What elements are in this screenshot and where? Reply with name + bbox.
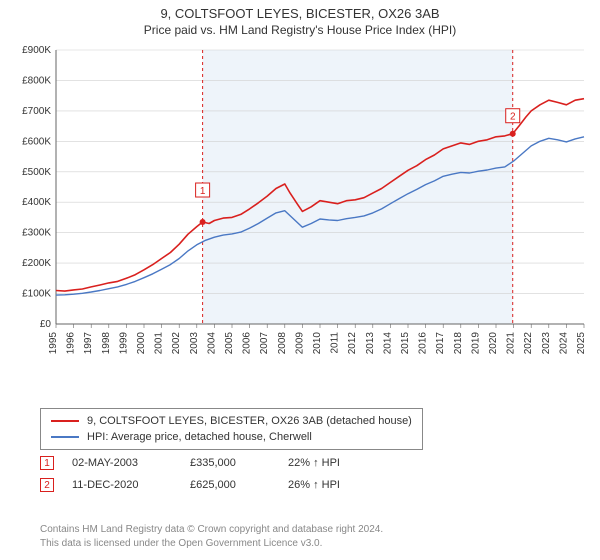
svg-text:1995: 1995 bbox=[48, 332, 59, 355]
svg-text:1996: 1996 bbox=[66, 332, 77, 355]
svg-text:1997: 1997 bbox=[83, 332, 94, 355]
svg-text:2011: 2011 bbox=[330, 332, 341, 354]
svg-text:£300K: £300K bbox=[22, 228, 51, 239]
svg-text:2002: 2002 bbox=[171, 332, 182, 355]
svg-text:£500K: £500K bbox=[22, 167, 51, 178]
svg-text:2021: 2021 bbox=[506, 332, 517, 355]
svg-text:2012: 2012 bbox=[347, 332, 358, 355]
sale-price: £335,000 bbox=[190, 457, 270, 469]
svg-text:£600K: £600K bbox=[22, 136, 51, 147]
svg-text:2013: 2013 bbox=[365, 332, 376, 355]
sale-marker-box: 1 bbox=[40, 456, 54, 470]
svg-text:£800K: £800K bbox=[22, 75, 51, 86]
svg-text:2010: 2010 bbox=[312, 332, 323, 355]
svg-text:2009: 2009 bbox=[294, 332, 305, 355]
svg-text:£200K: £200K bbox=[22, 258, 51, 269]
legend: 9, COLTSFOOT LEYES, BICESTER, OX26 3AB (… bbox=[40, 408, 423, 450]
svg-text:2025: 2025 bbox=[576, 332, 587, 355]
svg-text:2005: 2005 bbox=[224, 332, 235, 355]
svg-text:2001: 2001 bbox=[154, 332, 165, 355]
svg-text:2004: 2004 bbox=[206, 332, 217, 355]
legend-label: 9, COLTSFOOT LEYES, BICESTER, OX26 3AB (… bbox=[87, 415, 412, 427]
svg-text:£400K: £400K bbox=[22, 197, 51, 208]
sale-delta: 26% ↑ HPI bbox=[288, 479, 378, 491]
svg-text:2016: 2016 bbox=[418, 332, 429, 355]
svg-text:2008: 2008 bbox=[277, 332, 288, 355]
footer-line: This data is licensed under the Open Gov… bbox=[40, 537, 383, 551]
svg-text:£100K: £100K bbox=[22, 289, 51, 300]
svg-text:2017: 2017 bbox=[435, 332, 446, 355]
svg-text:2023: 2023 bbox=[541, 332, 552, 355]
svg-text:£700K: £700K bbox=[22, 106, 51, 117]
svg-text:2007: 2007 bbox=[259, 332, 270, 355]
title-address: 9, COLTSFOOT LEYES, BICESTER, OX26 3AB bbox=[0, 6, 600, 21]
chart-area: £0 £100K £200K £300K £400K £500K £600K £700K £80… bbox=[10, 44, 590, 364]
sale-date: 11-DEC-2020 bbox=[72, 479, 172, 491]
svg-text:2003: 2003 bbox=[189, 332, 200, 355]
svg-text:2: 2 bbox=[510, 112, 516, 123]
title-subtitle: Price paid vs. HM Land Registry's House … bbox=[0, 23, 600, 37]
svg-text:2022: 2022 bbox=[523, 332, 534, 355]
sale-date: 02-MAY-2003 bbox=[72, 457, 172, 469]
svg-text:£0: £0 bbox=[40, 319, 52, 330]
svg-text:2015: 2015 bbox=[400, 332, 411, 355]
sale-delta: 22% ↑ HPI bbox=[288, 457, 378, 469]
svg-text:1: 1 bbox=[200, 186, 206, 197]
svg-text:2014: 2014 bbox=[382, 332, 393, 355]
sale-marker-box: 2 bbox=[40, 478, 54, 492]
price-chart-svg: £0 £100K £200K £300K £400K £500K £600K £700K £80… bbox=[10, 44, 590, 364]
svg-text:2006: 2006 bbox=[242, 332, 253, 355]
svg-text:2019: 2019 bbox=[470, 332, 481, 355]
footer-line: Contains HM Land Registry data © Crown c… bbox=[40, 523, 383, 537]
chart-titles: 9, COLTSFOOT LEYES, BICESTER, OX26 3AB P… bbox=[0, 0, 600, 37]
svg-text:1998: 1998 bbox=[101, 332, 112, 355]
svg-text:1999: 1999 bbox=[118, 332, 129, 355]
sale-price: £625,000 bbox=[190, 479, 270, 491]
svg-text:2024: 2024 bbox=[558, 332, 569, 355]
sales-table: 1 02-MAY-2003 £335,000 22% ↑ HPI 2 11-DE… bbox=[40, 452, 560, 496]
svg-text:2020: 2020 bbox=[488, 332, 499, 355]
legend-label: HPI: Average price, detached house, Cher… bbox=[87, 431, 312, 443]
footer-attribution: Contains HM Land Registry data © Crown c… bbox=[40, 523, 383, 550]
svg-text:£900K: £900K bbox=[22, 45, 51, 56]
svg-text:2000: 2000 bbox=[136, 332, 147, 355]
sale-row: 1 02-MAY-2003 £335,000 22% ↑ HPI bbox=[40, 452, 560, 474]
svg-text:2018: 2018 bbox=[453, 332, 464, 355]
legend-swatch bbox=[51, 436, 79, 438]
legend-item: 9, COLTSFOOT LEYES, BICESTER, OX26 3AB (… bbox=[51, 413, 412, 429]
legend-swatch bbox=[51, 420, 79, 422]
legend-item: HPI: Average price, detached house, Cher… bbox=[51, 429, 412, 445]
sale-row: 2 11-DEC-2020 £625,000 26% ↑ HPI bbox=[40, 474, 560, 496]
